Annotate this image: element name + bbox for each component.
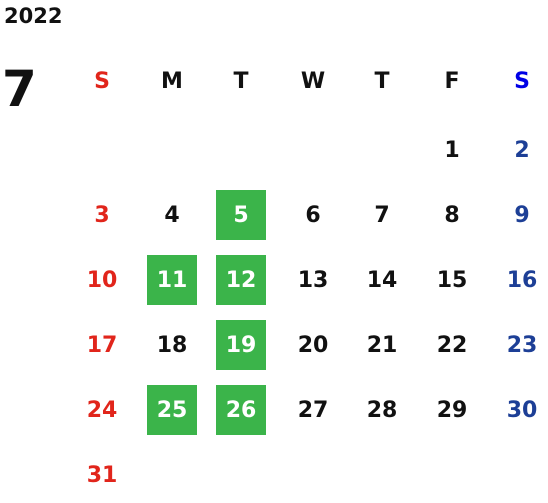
day[interactable]: 15	[436, 267, 468, 293]
day[interactable]: 14	[366, 267, 398, 293]
day[interactable]: 27	[297, 397, 329, 423]
day[interactable]: 29	[436, 397, 468, 423]
day[interactable]: 24	[86, 397, 118, 423]
day[interactable]: 21	[366, 332, 398, 358]
day[interactable]: 6	[305, 202, 321, 228]
day[interactable]: 13	[297, 267, 329, 293]
marked-day[interactable]: 12	[216, 255, 266, 305]
month: 7	[2, 60, 37, 118]
day[interactable]: 23	[506, 332, 538, 358]
weekday-header: T	[233, 68, 249, 94]
weekday-header: W	[300, 68, 326, 94]
weekday-header: T	[374, 68, 390, 94]
marked-day[interactable]: 5	[216, 190, 266, 240]
day[interactable]: 31	[86, 462, 118, 488]
weekday-header: S	[514, 68, 530, 94]
day[interactable]: 9	[514, 202, 530, 228]
day[interactable]: 16	[506, 267, 538, 293]
marked-day[interactable]: 11	[147, 255, 197, 305]
weekday-header: S	[94, 68, 110, 94]
day[interactable]: 18	[156, 332, 188, 358]
day[interactable]: 4	[164, 202, 180, 228]
day[interactable]: 10	[86, 267, 118, 293]
year: 2022	[4, 4, 63, 28]
day[interactable]: 8	[444, 202, 460, 228]
marked-day[interactable]: 19	[216, 320, 266, 370]
day[interactable]: 30	[506, 397, 538, 423]
day[interactable]: 3	[94, 202, 110, 228]
day[interactable]: 20	[297, 332, 329, 358]
weekday-header: F	[444, 68, 460, 94]
day[interactable]: 2	[514, 137, 530, 163]
weekday-header: M	[161, 68, 183, 94]
day[interactable]: 28	[366, 397, 398, 423]
day[interactable]: 17	[86, 332, 118, 358]
day[interactable]: 1	[444, 137, 460, 163]
marked-day[interactable]: 25	[147, 385, 197, 435]
marked-day[interactable]: 26	[216, 385, 266, 435]
day[interactable]: 22	[436, 332, 468, 358]
day[interactable]: 7	[374, 202, 390, 228]
